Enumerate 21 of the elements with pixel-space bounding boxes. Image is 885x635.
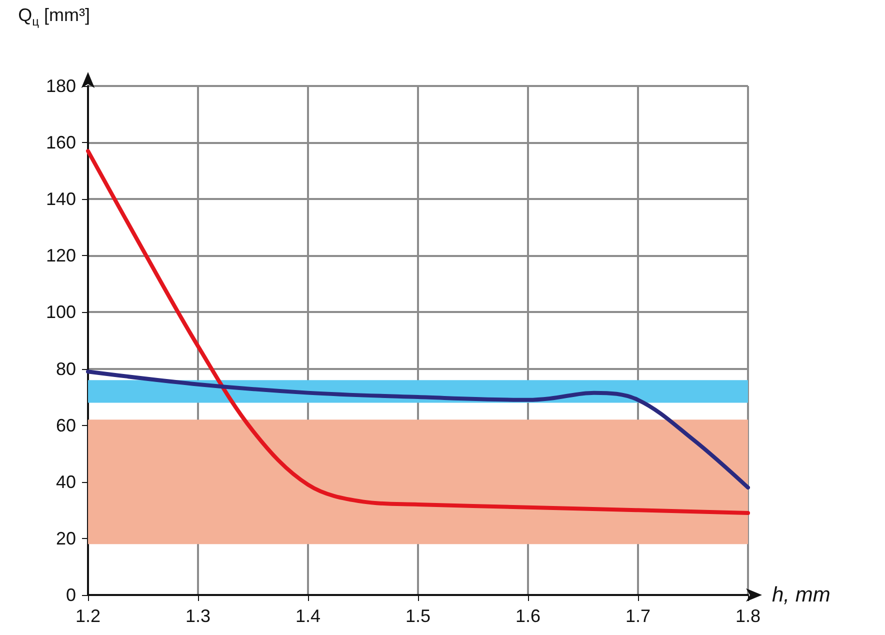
x-tick-label: 1.5 xyxy=(405,606,431,626)
y-tick-label: 100 xyxy=(46,302,76,322)
y-tick-label: 160 xyxy=(46,132,76,153)
line-series xyxy=(86,370,750,490)
y-tick-label: 80 xyxy=(56,358,76,379)
y-tick-label: 40 xyxy=(56,472,76,492)
y-tick-label: 120 xyxy=(46,246,76,266)
x-tick-label: 1.6 xyxy=(515,606,541,626)
y-tick-label: 140 xyxy=(46,189,76,210)
y-tick-label: 20 xyxy=(56,528,76,548)
x-tick-label: 1.8 xyxy=(735,606,761,626)
y-tick-label: 60 xyxy=(56,415,76,436)
y-tick-label: 180 xyxy=(46,76,76,96)
y-tick-label: 0 xyxy=(66,585,76,605)
y-axis-title: Q$_{ц}$ [mm³] xyxy=(17,4,90,31)
x-tick-label: 1.2 xyxy=(75,606,101,626)
x-tick-label: 1.4 xyxy=(295,606,321,626)
x-tick-label: 1.7 xyxy=(625,606,651,626)
x-axis-title: h, mm xyxy=(772,584,830,606)
line-series xyxy=(86,149,750,515)
x-tick-label: 1.3 xyxy=(185,606,211,626)
